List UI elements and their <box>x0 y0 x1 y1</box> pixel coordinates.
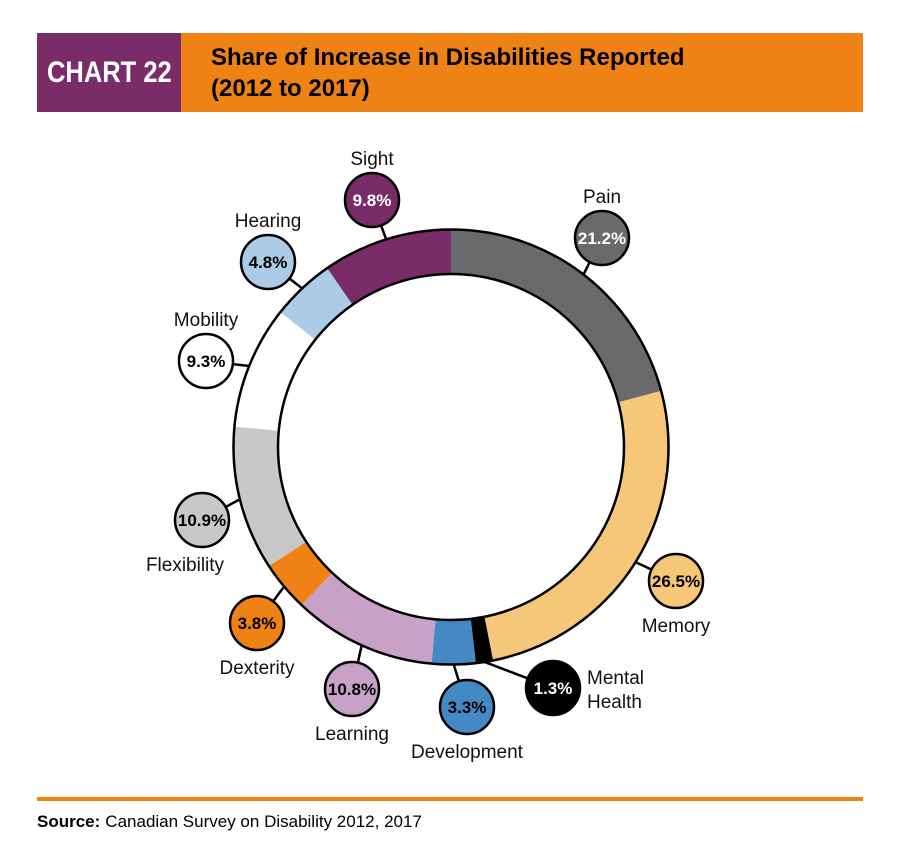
chart-title-line-1: Share of Increase in Disabilities Report… <box>211 43 685 71</box>
value-label-learning: 10.8% <box>328 680 376 699</box>
segment-label-hearing: Hearing <box>235 211 302 232</box>
donut-segment-development <box>431 618 476 665</box>
chart-number-label: CHART 22 <box>46 55 172 89</box>
donut-outer-outline <box>232 228 670 666</box>
value-bubble-hearing <box>239 233 297 291</box>
donut-segment-hearing <box>280 268 353 340</box>
segment-label-sight: Sight <box>350 149 394 170</box>
segment-label-mobility: Mobility <box>174 310 239 331</box>
source-line: Source: Canadian Survey on Disability 201… <box>37 812 422 832</box>
value-bubble-learning <box>323 660 381 718</box>
value-bubble-flexibility <box>173 491 231 549</box>
footer-rule <box>37 797 863 801</box>
donut-segment-pain <box>451 229 662 403</box>
segment-label-pain: Pain <box>583 187 621 208</box>
donut-segment-mobility <box>234 312 316 431</box>
donut-segment-learning <box>301 572 436 664</box>
value-bubble-dexterity <box>228 594 286 652</box>
chart-header: CHART 22 Share of Increase in Disabiliti… <box>37 33 863 112</box>
title-banner: Share of Increase in Disabilities Report… <box>181 33 863 112</box>
value-label-mobility: 9.3% <box>187 352 226 371</box>
value-label-sight: 9.8% <box>353 191 392 210</box>
value-label-pain: 21.2% <box>578 229 626 248</box>
value-bubble-memory <box>647 552 705 610</box>
value-bubble-development <box>438 678 496 736</box>
source-text: Canadian Survey on Disability 2012, 2017 <box>105 812 422 831</box>
value-bubble-mobility <box>177 332 235 390</box>
source-label: Source: <box>37 812 101 831</box>
value-label-flexibility: 10.9% <box>178 511 226 530</box>
segment-label-mental-health: Mental Health <box>587 668 644 713</box>
value-label-dexterity: 3.8% <box>238 614 277 633</box>
chart-number-box: CHART 22 <box>37 33 181 112</box>
donut-inner-outline <box>276 272 626 622</box>
value-bubble-pain <box>573 209 631 267</box>
value-label-hearing: 4.8% <box>249 253 288 272</box>
value-bubble-mental-health <box>524 659 582 717</box>
donut-segment-memory <box>484 390 669 661</box>
donut-segment-flexibility <box>233 426 307 567</box>
donut-segment-mental-health <box>470 616 494 664</box>
value-label-memory: 26.5% <box>652 572 700 591</box>
segment-label-development: Development <box>411 742 524 763</box>
value-label-development: 3.3% <box>448 698 487 717</box>
value-bubble-sight <box>343 171 401 229</box>
donut-segment-sight <box>327 229 451 305</box>
segment-label-dexterity: Dexterity <box>220 658 295 679</box>
segment-label-flexibility: Flexibility <box>146 555 225 576</box>
value-label-mental-health: 1.3% <box>534 679 573 698</box>
chart-title-line-2: (2012 to 2017) <box>211 74 370 102</box>
segment-label-learning: Learning <box>315 724 389 745</box>
segment-label-memory: Memory <box>642 616 711 637</box>
